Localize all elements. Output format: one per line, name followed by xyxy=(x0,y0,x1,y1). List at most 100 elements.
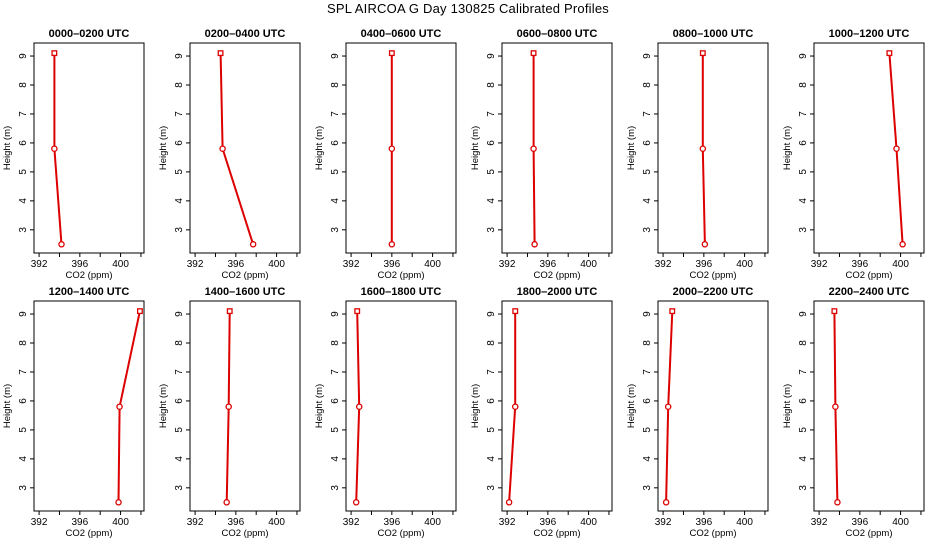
y-tick-label: 3 xyxy=(642,485,653,491)
y-tick-label: 7 xyxy=(798,111,809,117)
y-tick-label: 7 xyxy=(174,369,185,375)
y-axis-label: Height (m) xyxy=(626,126,637,170)
data-point xyxy=(664,403,672,410)
y-tick-label: 9 xyxy=(18,311,29,317)
plot-frame xyxy=(33,42,145,254)
x-tick-label: 396 xyxy=(851,259,868,270)
y-tick-label: 3 xyxy=(798,227,809,233)
data-point xyxy=(512,308,519,315)
y-axis-label: Height (m) xyxy=(782,384,793,428)
y-tick-label: 4 xyxy=(798,198,809,204)
x-tick-label: 396 xyxy=(695,259,712,270)
plot-frame xyxy=(189,300,301,512)
plot-frame xyxy=(501,42,613,254)
data-point xyxy=(352,499,360,506)
x-tick-label: 396 xyxy=(695,517,712,528)
data-point xyxy=(51,50,58,57)
panel-title: 2200–2400 UTC xyxy=(829,286,910,298)
data-point xyxy=(388,241,396,248)
data-point xyxy=(249,241,257,248)
y-tick-label: 3 xyxy=(18,227,29,233)
y-tick-label: 4 xyxy=(18,198,29,204)
y-tick-label: 9 xyxy=(330,311,341,317)
plot-frame xyxy=(813,42,925,254)
y-tick-label: 5 xyxy=(330,427,341,433)
x-axis-label: CO2 (ppm) xyxy=(690,528,737,539)
y-tick-label: 6 xyxy=(330,398,341,404)
y-tick-label: 7 xyxy=(330,111,341,117)
x-axis-label: CO2 (ppm) xyxy=(534,270,581,281)
data-point xyxy=(505,499,513,506)
y-axis-label: Height (m) xyxy=(626,384,637,428)
y-tick-label: 8 xyxy=(330,340,341,346)
data-point xyxy=(699,50,706,57)
y-axis-label: Height (m) xyxy=(314,126,325,170)
y-tick-label: 9 xyxy=(486,53,497,59)
x-tick-label: 400 xyxy=(112,517,129,528)
y-axis-label: Height (m) xyxy=(314,384,325,428)
plot-frame xyxy=(189,42,301,254)
chart-panel: 2000–2200 UTC 392 396 400 3 4 5 6 7 8 9 CO2 (ppm) He… xyxy=(626,286,769,539)
data-point xyxy=(354,308,361,315)
y-tick-label: 9 xyxy=(798,311,809,317)
x-tick-label: 392 xyxy=(811,259,828,270)
y-tick-label: 6 xyxy=(486,140,497,146)
panel-title: 1800–2000 UTC xyxy=(517,286,598,298)
y-tick-label: 4 xyxy=(174,198,185,204)
y-tick-label: 8 xyxy=(798,340,809,346)
chart-panel: 1200–1400 UTC 392 396 400 3 4 5 6 7 8 9 CO2 (ppm) He… xyxy=(2,286,145,539)
y-tick-label: 6 xyxy=(798,140,809,146)
y-tick-label: 4 xyxy=(486,198,497,204)
y-tick-label: 7 xyxy=(330,369,341,375)
chart-panel: 0000–0200 UTC 392 396 400 3 4 5 6 7 8 9 CO2 (ppm) He… xyxy=(2,28,145,281)
plot-frame xyxy=(813,300,925,512)
x-tick-label: 392 xyxy=(655,517,672,528)
x-tick-label: 396 xyxy=(383,517,400,528)
y-axis-label: Height (m) xyxy=(2,384,13,428)
chart-panel: 0400–0600 UTC 392 396 400 3 4 5 6 7 8 9 CO2 (ppm) He… xyxy=(314,28,457,281)
x-axis-label: CO2 (ppm) xyxy=(222,528,269,539)
y-tick-label: 9 xyxy=(642,53,653,59)
panel-title: 2000–2200 UTC xyxy=(673,286,754,298)
y-tick-label: 3 xyxy=(486,485,497,491)
y-axis-label: Height (m) xyxy=(158,384,169,428)
x-tick-label: 400 xyxy=(736,259,753,270)
x-tick-label: 392 xyxy=(811,517,828,528)
data-point xyxy=(136,308,143,315)
data-point xyxy=(225,403,232,410)
y-tick-label: 4 xyxy=(330,198,341,204)
y-tick-label: 5 xyxy=(18,427,29,433)
y-tick-label: 9 xyxy=(798,53,809,59)
y-tick-label: 8 xyxy=(174,340,185,346)
panel-title: 0400–0600 UTC xyxy=(361,28,442,40)
y-tick-label: 6 xyxy=(486,398,497,404)
y-tick-label: 5 xyxy=(642,427,653,433)
data-point xyxy=(886,50,893,57)
y-axis-label: Height (m) xyxy=(782,126,793,170)
y-tick-label: 6 xyxy=(798,398,809,404)
y-tick-label: 6 xyxy=(174,140,185,146)
y-tick-label: 3 xyxy=(486,227,497,233)
y-tick-label: 4 xyxy=(486,456,497,462)
data-point xyxy=(226,308,233,315)
data-point xyxy=(115,499,122,506)
x-axis-label: CO2 (ppm) xyxy=(66,270,113,281)
y-tick-label: 5 xyxy=(174,169,185,175)
x-tick-label: 396 xyxy=(383,259,400,270)
x-axis-label: CO2 (ppm) xyxy=(222,270,269,281)
data-point xyxy=(899,241,906,248)
x-tick-label: 400 xyxy=(892,259,909,270)
y-tick-label: 5 xyxy=(174,427,185,433)
panel-title: 1400–1600 UTC xyxy=(205,286,286,298)
y-tick-label: 8 xyxy=(486,82,497,88)
chart-panel: 0600–0800 UTC 392 396 400 3 4 5 6 7 8 9 CO2 (ppm) He… xyxy=(470,28,613,281)
data-point xyxy=(217,50,224,57)
data-point xyxy=(219,145,226,152)
x-tick-label: 400 xyxy=(736,517,753,528)
x-axis-label: CO2 (ppm) xyxy=(846,528,893,539)
plot-frame xyxy=(33,300,145,512)
y-tick-label: 3 xyxy=(798,485,809,491)
x-axis-label: CO2 (ppm) xyxy=(378,270,425,281)
x-tick-label: 396 xyxy=(71,517,88,528)
